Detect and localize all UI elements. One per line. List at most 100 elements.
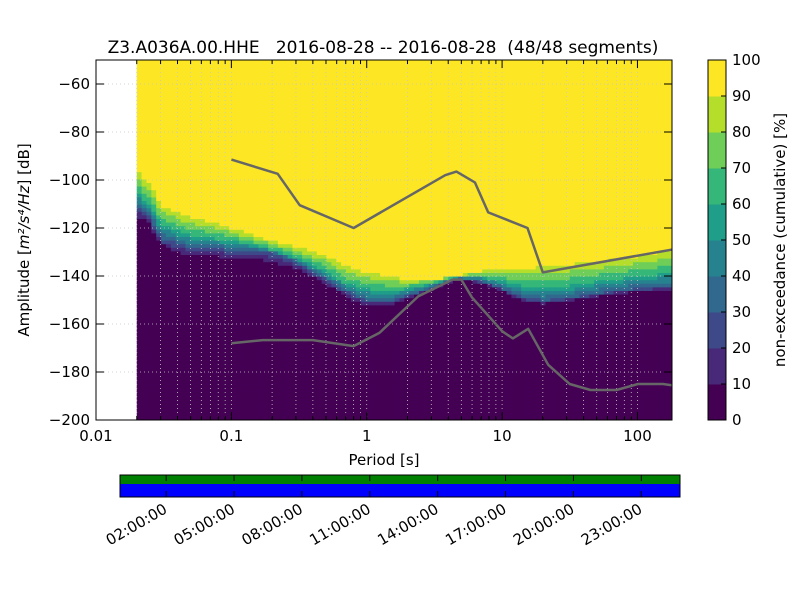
heatmap-cell — [316, 85, 323, 90]
heatmap-cell — [243, 99, 250, 104]
heatmap-cell — [195, 67, 201, 72]
heatmap-cell — [151, 405, 157, 410]
heatmap-cell — [292, 283, 298, 288]
heatmap-cell — [248, 99, 255, 104]
heatmap-cell — [204, 106, 211, 111]
heatmap-cell — [355, 103, 362, 108]
heatmap-cell — [214, 146, 221, 151]
heatmap-cell — [204, 178, 211, 183]
heatmap-cell — [156, 283, 162, 288]
heatmap-cell — [316, 409, 323, 414]
heatmap-cell — [204, 330, 211, 335]
heatmap-cell — [316, 222, 323, 227]
heatmap-cell — [234, 416, 240, 420]
heatmap-cell — [229, 294, 235, 299]
heatmap-cell — [341, 160, 347, 165]
heatmap-cell — [375, 308, 381, 313]
heatmap-cell — [180, 124, 187, 129]
heatmap-cell — [253, 157, 259, 162]
heatmap-cell — [326, 243, 332, 248]
heatmap-cell — [248, 348, 255, 353]
heatmap-cell — [272, 344, 279, 349]
heatmap-cell — [214, 290, 221, 295]
heatmap-cell — [350, 351, 357, 356]
heatmap-cell — [234, 405, 240, 410]
heatmap-cell — [316, 243, 323, 248]
heatmap-cell — [268, 92, 274, 97]
heatmap-cell — [272, 319, 279, 324]
heatmap-cell — [253, 153, 259, 158]
heatmap-cell — [360, 362, 367, 367]
heatmap-cell — [141, 409, 148, 414]
heatmap-cell — [370, 412, 376, 417]
heatmap-cell — [316, 304, 323, 309]
heatmap-cell — [248, 128, 255, 133]
heatmap-cell — [307, 330, 313, 335]
heatmap-cell — [297, 362, 303, 367]
heatmap-cell — [258, 146, 264, 151]
heatmap-cell — [136, 157, 143, 162]
heatmap-cell — [258, 178, 264, 183]
heatmap-cell — [195, 376, 201, 381]
heatmap-cell — [151, 103, 157, 108]
heatmap-cell — [200, 229, 206, 234]
heatmap-cell — [151, 182, 157, 187]
heatmap-cell — [272, 402, 279, 407]
heatmap-cell — [345, 301, 352, 306]
heatmap-cell — [151, 250, 157, 255]
heatmap-cell — [219, 110, 225, 115]
heatmap-cell — [161, 416, 167, 420]
heatmap-cell — [165, 186, 172, 191]
heatmap-cell — [331, 182, 337, 187]
heatmap-cell — [297, 110, 303, 115]
heatmap-cell — [204, 60, 211, 65]
heatmap-cell — [146, 222, 152, 227]
heatmap-cell — [248, 189, 255, 194]
heatmap-cell — [200, 139, 206, 144]
heatmap-cell — [292, 225, 298, 230]
heatmap-cell — [156, 171, 162, 176]
heatmap-cell — [268, 153, 274, 158]
heatmap-cell — [311, 168, 318, 173]
heatmap-cell — [360, 243, 367, 248]
heatmap-cell — [151, 81, 157, 86]
heatmap-cell — [170, 398, 177, 403]
heatmap-cell — [151, 139, 157, 144]
heatmap-cell — [321, 135, 328, 140]
heatmap-cell — [272, 279, 279, 284]
heatmap-cell — [297, 344, 303, 349]
heatmap-cell — [263, 146, 269, 151]
heatmap-cell — [238, 146, 245, 151]
heatmap-cell — [209, 240, 216, 245]
heatmap-cell — [209, 150, 216, 155]
heatmap-cell — [200, 366, 206, 371]
heatmap-cell — [234, 351, 240, 356]
heatmap-cell — [161, 60, 167, 65]
heatmap-cell — [365, 196, 371, 201]
heatmap-cell — [307, 146, 313, 151]
heatmap-cell — [136, 398, 143, 403]
heatmap-cell — [258, 384, 264, 389]
heatmap-cell — [185, 218, 191, 223]
heatmap-cell — [248, 330, 255, 335]
heatmap-cell — [204, 207, 211, 212]
heatmap-cell — [302, 398, 308, 403]
heatmap-cell — [185, 63, 191, 68]
heatmap-cell — [209, 297, 216, 302]
heatmap-cell — [272, 132, 279, 137]
heatmap-cell — [258, 348, 264, 353]
heatmap-cell — [229, 272, 235, 277]
heatmap-cell — [243, 225, 250, 230]
heatmap-cell — [302, 319, 308, 324]
heatmap-cell — [292, 394, 298, 399]
heatmap-cell — [200, 254, 206, 259]
heatmap-cell — [224, 258, 230, 263]
heatmap-cell — [355, 308, 362, 313]
heatmap-cell — [297, 78, 303, 83]
heatmap-cell — [287, 232, 294, 237]
heatmap-cell — [136, 268, 143, 273]
heatmap-cell — [258, 189, 264, 194]
heatmap-cell — [151, 189, 157, 194]
heatmap-cell — [180, 103, 187, 108]
heatmap-cell — [229, 164, 235, 169]
